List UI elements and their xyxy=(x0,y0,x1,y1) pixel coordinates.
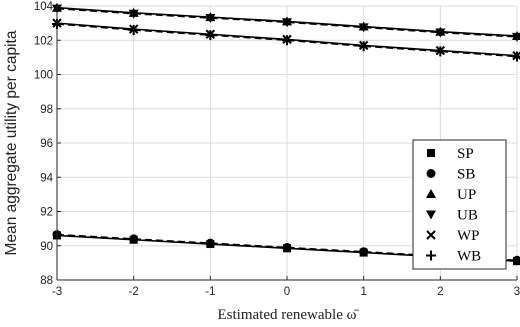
marker-plus xyxy=(426,250,436,261)
x-tick-label: -2 xyxy=(129,286,139,298)
y-tick-label: 98 xyxy=(40,104,53,116)
legend-item-UB: UB xyxy=(426,208,478,224)
legend: SP SB UP UB WP WB xyxy=(412,139,507,270)
marker-circle xyxy=(129,234,139,244)
legend-label-WP: WP xyxy=(457,228,480,244)
x-tick-label: -1 xyxy=(205,286,215,298)
y-tick-label: 94 xyxy=(40,172,53,184)
y-tick-label: 90 xyxy=(40,241,53,253)
tick-labels: -3 -2 -1 0 1 2 3 88 90 92 94 96 98 100 102 104 xyxy=(34,1,520,298)
y-tick-label: 100 xyxy=(34,70,53,82)
marker-circle xyxy=(426,169,436,178)
legend-label-SP: SP xyxy=(457,146,474,162)
marker-circle xyxy=(359,247,369,257)
y-tick-label: 92 xyxy=(40,207,53,219)
marker-triangle-down xyxy=(128,9,139,19)
marker-triangle-down xyxy=(435,28,446,38)
y-tick-label: 102 xyxy=(34,35,53,47)
legend-label-SB: SB xyxy=(457,167,475,183)
legend-item-WB: WB xyxy=(426,249,481,265)
marker-triangle-down xyxy=(205,13,216,23)
legend-label-WB: WB xyxy=(457,249,481,265)
legend-item-WP: WP xyxy=(426,228,480,244)
marker-triangle-down xyxy=(512,32,520,42)
marker-triangle-down xyxy=(426,210,436,220)
x-tick-label: 2 xyxy=(437,286,443,298)
legend-item-SB: SB xyxy=(426,167,475,183)
marker-plus xyxy=(205,30,216,41)
marker-triangle-down xyxy=(358,23,369,33)
y-tick-label: 96 xyxy=(40,138,53,150)
marker-triangle-down xyxy=(282,18,292,28)
x-axis-title: Estimated renewable ω̄ xyxy=(218,307,360,323)
marker-plus xyxy=(512,51,520,62)
marker-plus xyxy=(435,46,446,57)
legend-label-UP: UP xyxy=(457,187,476,203)
x-tick-label: 3 xyxy=(514,286,520,298)
legend-box xyxy=(412,139,507,270)
y-tick-label: 88 xyxy=(40,275,53,287)
marker-x xyxy=(426,230,436,240)
x-tick-label: 1 xyxy=(360,286,366,298)
series-layer xyxy=(52,2,520,266)
x-tick-label: 0 xyxy=(284,286,290,298)
legend-item-UP: UP xyxy=(426,187,476,203)
marker-circle xyxy=(205,238,215,248)
marker-plus xyxy=(282,35,292,46)
legend-label-UB: UB xyxy=(457,208,478,224)
x-tick-label: -3 xyxy=(52,286,62,298)
marker-plus xyxy=(358,41,369,52)
legend-item-SP: SP xyxy=(427,146,474,162)
marker-triangle-up xyxy=(426,189,436,198)
marker-square xyxy=(427,149,435,157)
marker-circle xyxy=(512,255,520,265)
axes xyxy=(56,5,518,281)
marker-plus xyxy=(128,24,139,35)
y-axis-title: Mean aggregate utility per capita xyxy=(3,30,20,255)
marker-circle xyxy=(282,242,292,252)
y-tick-label: 104 xyxy=(34,1,54,13)
